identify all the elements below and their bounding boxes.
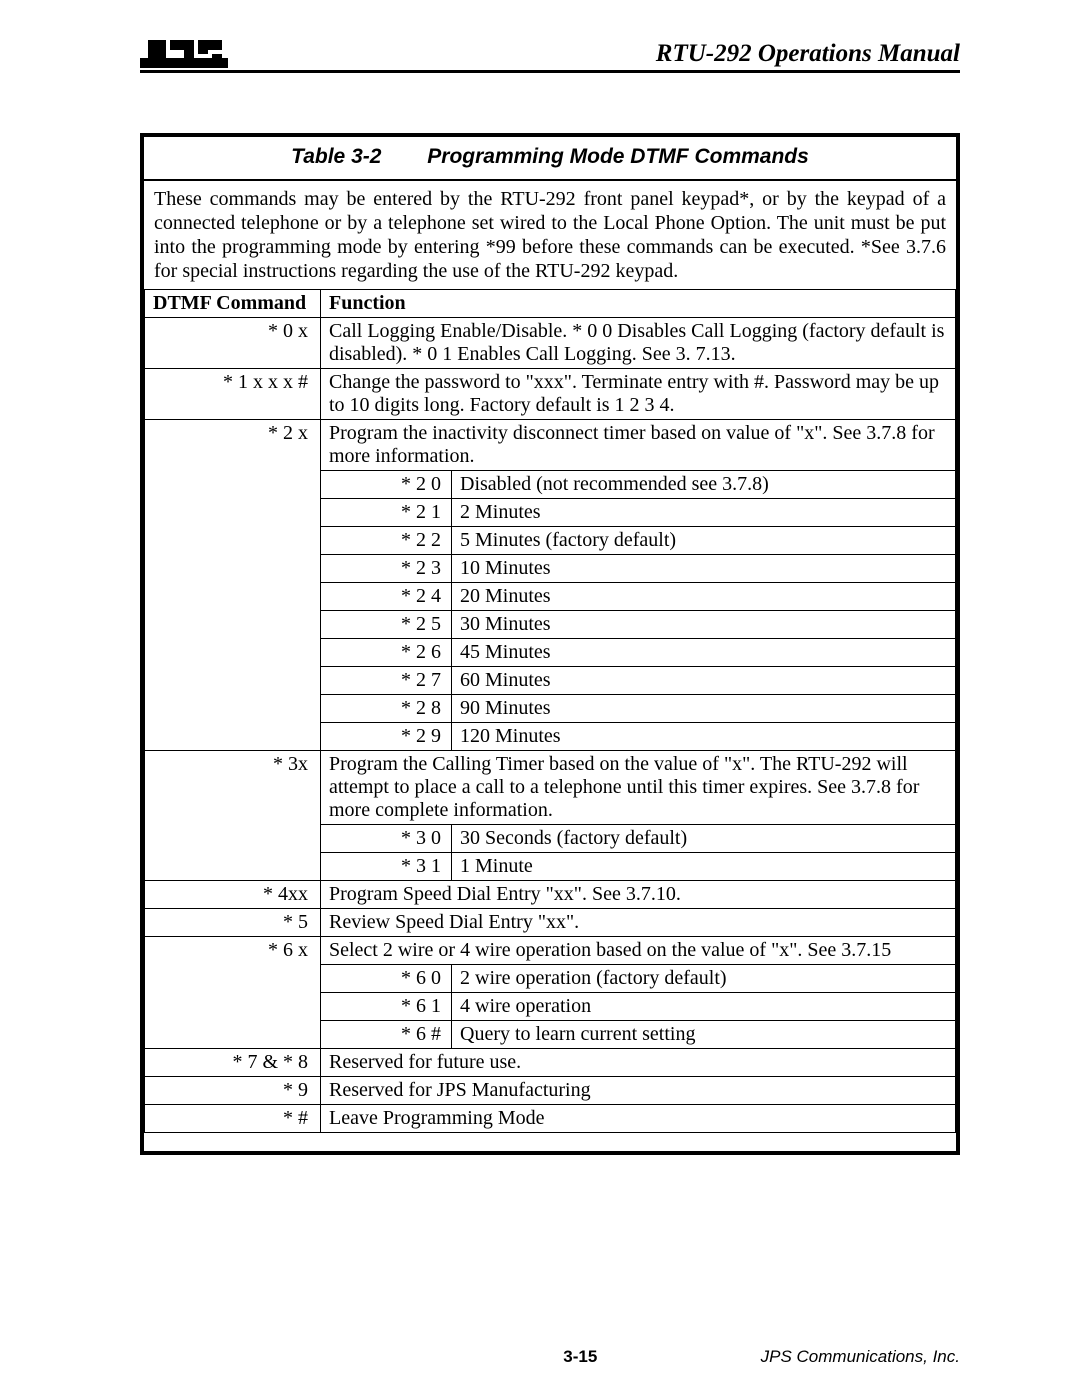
commands-table: DTMF Command Function * 0 x Call Logging… — [144, 289, 956, 1151]
table-row: * 3x Program the Calling Timer based on … — [145, 751, 956, 825]
table-number: Table 3-2 — [291, 145, 381, 168]
page-number: 3-15 — [563, 1347, 597, 1367]
table-subrow: * 2 760 Minutes — [145, 667, 956, 695]
table-subrow: * 2 530 Minutes — [145, 611, 956, 639]
table-row: * 9 Reserved for JPS Manufacturing — [145, 1077, 956, 1105]
table-title: Table 3-2 Programming Mode DTMF Commands — [144, 137, 956, 179]
cmd-cell: * 7 & * 8 — [145, 1049, 321, 1077]
subval-cell: 90 Minutes — [452, 695, 956, 723]
func-cell: Program the inactivity disconnect timer … — [321, 420, 956, 471]
subcmd-cell: * 6 1 — [321, 993, 452, 1021]
table-intro: These commands may be entered by the RTU… — [144, 179, 956, 289]
cmd-cell: * 0 x — [145, 318, 321, 369]
func-cell: Reserved for JPS Manufacturing — [321, 1077, 956, 1105]
subval-cell: Disabled (not recommended see 3.7.8) — [452, 471, 956, 499]
table-subrow: * 2 12 Minutes — [145, 499, 956, 527]
table-subrow: * 6 02 wire operation (factory default) — [145, 965, 956, 993]
func-cell: Program the Calling Timer based on the v… — [321, 751, 956, 825]
subcmd-cell: * 2 4 — [321, 583, 452, 611]
subcmd-cell: * 3 0 — [321, 825, 452, 853]
table-subrow: * 2 25 Minutes (factory default) — [145, 527, 956, 555]
func-cell: Review Speed Dial Entry "xx". — [321, 909, 956, 937]
subval-cell: 2 Minutes — [452, 499, 956, 527]
cmd-cell: * 9 — [145, 1077, 321, 1105]
table-subrow: * 6 14 wire operation — [145, 993, 956, 1021]
subval-cell: 20 Minutes — [452, 583, 956, 611]
col-header-func: Function — [321, 290, 956, 318]
func-cell: Leave Programming Mode — [321, 1105, 956, 1133]
subcmd-cell: * 2 0 — [321, 471, 452, 499]
table-subrow: * 2 645 Minutes — [145, 639, 956, 667]
table-row: * 7 & * 8 Reserved for future use. — [145, 1049, 956, 1077]
cmd-cell: * 1 x x x # — [145, 369, 321, 420]
subcmd-cell: * 2 1 — [321, 499, 452, 527]
subval-cell: Query to learn current setting — [452, 1021, 956, 1049]
table-row: * 4xx Program Speed Dial Entry "xx". See… — [145, 881, 956, 909]
subcmd-cell: * 2 6 — [321, 639, 452, 667]
subval-cell: 30 Seconds (factory default) — [452, 825, 956, 853]
table-row: * # Leave Programming Mode — [145, 1105, 956, 1133]
table-header-row: DTMF Command Function — [145, 290, 956, 318]
table-row: * 5 Review Speed Dial Entry "xx". — [145, 909, 956, 937]
subcmd-cell: * 6 # — [321, 1021, 452, 1049]
table-row: * 1 x x x # Change the password to "xxx"… — [145, 369, 956, 420]
subval-cell: 4 wire operation — [452, 993, 956, 1021]
subval-cell: 10 Minutes — [452, 555, 956, 583]
table-spacer-row — [145, 1133, 956, 1152]
subcmd-cell: * 3 1 — [321, 853, 452, 881]
func-cell: Program Speed Dial Entry "xx". See 3.7.1… — [321, 881, 956, 909]
subcmd-cell: * 2 7 — [321, 667, 452, 695]
table-3-2: Table 3-2 Programming Mode DTMF Commands… — [140, 133, 960, 1155]
subval-cell: 1 Minute — [452, 853, 956, 881]
func-cell: Reserved for future use. — [321, 1049, 956, 1077]
page-footer: 3-15 JPS Communications, Inc. — [140, 1347, 960, 1367]
subcmd-cell: * 2 8 — [321, 695, 452, 723]
table-subrow: * 2 420 Minutes — [145, 583, 956, 611]
table-row: * 6 x Select 2 wire or 4 wire operation … — [145, 937, 956, 965]
subcmd-cell: * 6 0 — [321, 965, 452, 993]
subcmd-cell: * 2 2 — [321, 527, 452, 555]
func-cell: Change the password to "xxx". Terminate … — [321, 369, 956, 420]
table-subrow: * 2 890 Minutes — [145, 695, 956, 723]
cmd-cell: * 6 x — [145, 937, 321, 965]
func-cell: Call Logging Enable/Disable. * 0 0 Disab… — [321, 318, 956, 369]
table-subrow: * 3 11 Minute — [145, 853, 956, 881]
table-subrow: * 2 310 Minutes — [145, 555, 956, 583]
subval-cell: 120 Minutes — [452, 723, 956, 751]
table-subrow: * 2 0Disabled (not recommended see 3.7.8… — [145, 471, 956, 499]
company-name: JPS Communications, Inc. — [761, 1347, 960, 1367]
cmd-cell: * 4xx — [145, 881, 321, 909]
cmd-cell: * # — [145, 1105, 321, 1133]
func-cell: Select 2 wire or 4 wire operation based … — [321, 937, 956, 965]
subval-cell: 60 Minutes — [452, 667, 956, 695]
cmd-cell: * 5 — [145, 909, 321, 937]
table-row: * 2 x Program the inactivity disconnect … — [145, 420, 956, 471]
table-row: * 0 x Call Logging Enable/Disable. * 0 0… — [145, 318, 956, 369]
col-header-cmd: DTMF Command — [145, 290, 321, 318]
table-subrow: * 6 #Query to learn current setting — [145, 1021, 956, 1049]
table-subrow: * 3 030 Seconds (factory default) — [145, 825, 956, 853]
manual-title: RTU-292 Operations Manual — [656, 40, 960, 68]
table-subrow: * 2 9120 Minutes — [145, 723, 956, 751]
table-caption: Programming Mode DTMF Commands — [427, 145, 809, 168]
subval-cell: 2 wire operation (factory default) — [452, 965, 956, 993]
subcmd-cell: * 2 3 — [321, 555, 452, 583]
page-header: RTU-292 Operations Manual — [140, 40, 960, 73]
subcmd-cell: * 2 5 — [321, 611, 452, 639]
cmd-cell: * 3x — [145, 751, 321, 825]
cmd-cell: * 2 x — [145, 420, 321, 471]
subval-cell: 5 Minutes (factory default) — [452, 527, 956, 555]
page: RTU-292 Operations Manual Table 3-2 Prog… — [0, 0, 1080, 1397]
subcmd-cell: * 2 9 — [321, 723, 452, 751]
subval-cell: 45 Minutes — [452, 639, 956, 667]
jps-logo-icon — [140, 40, 228, 68]
subval-cell: 30 Minutes — [452, 611, 956, 639]
